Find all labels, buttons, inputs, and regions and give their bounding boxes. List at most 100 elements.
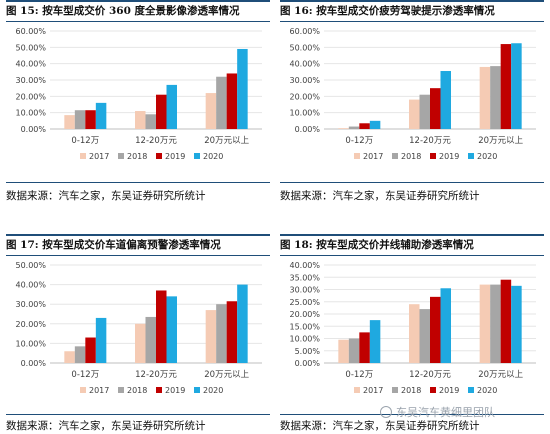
bar-2017-1 — [409, 304, 420, 363]
legend-swatch — [194, 387, 200, 393]
bar-2020-0 — [95, 102, 107, 129]
legend-label: 2018 — [401, 152, 421, 161]
bar-2018-1 — [145, 316, 156, 363]
chart-fig16: 0.00% 10.00% 20.00% 30.00% 40.00% 50.00% 60.00… — [280, 25, 544, 175]
bar-2019-0 — [85, 337, 96, 363]
legend-label: 2020 — [477, 152, 497, 161]
panel-fig17: 图 17: 按车型成交价车道偏离预警渗透率情况 0.00% 10.00% 20.00… — [6, 234, 270, 434]
bar-2018-1 — [145, 114, 156, 129]
legend-label: 2020 — [203, 152, 223, 161]
chart-fig18: 0.00% 5.00% 10.00% 15.00% 20.00% 25.00% 30.00%… — [280, 259, 544, 409]
bar-2018-0 — [74, 110, 86, 129]
legend-swatch — [354, 153, 360, 159]
chart-fig17: 0.00% 10.00% 20.00% 30.00% 40.00% 50.00% 0-12万… — [6, 259, 270, 409]
y-tick-label: 40.00% — [15, 60, 46, 69]
x-tick-label: 12-20万元 — [135, 370, 177, 380]
bar-2019-0 — [359, 332, 370, 363]
x-tick-label: 0-12万 — [71, 370, 99, 380]
legend-swatch — [194, 153, 200, 159]
wechat-icon — [380, 406, 392, 418]
chart-svg: 0.00% 10.00% 20.00% 30.00% 40.00% 50.00% 60.00… — [15, 27, 262, 161]
legend-swatch — [430, 387, 436, 393]
bar-2017-0 — [64, 351, 75, 363]
legend-label: 2019 — [165, 386, 185, 395]
bar-2017-2 — [479, 66, 491, 129]
bar-2019-1 — [156, 290, 167, 363]
bar-2017-2 — [205, 310, 217, 363]
bar-2017-2 — [205, 93, 217, 129]
y-tick-label: 30.00% — [15, 300, 46, 309]
y-tick-label: 20.00% — [289, 310, 320, 319]
y-tick-label: 0.00% — [21, 359, 47, 368]
y-tick-label: 0.00% — [295, 359, 321, 368]
legend-label: 2019 — [439, 152, 459, 161]
figure-title: 图 18: 按车型成交价并线辅助渗透率情况 — [280, 234, 544, 256]
y-tick-label: 35.00% — [289, 273, 320, 282]
legend-swatch — [80, 387, 86, 393]
legend-label: 2018 — [127, 152, 147, 161]
legend-swatch — [80, 153, 86, 159]
divider — [6, 182, 270, 183]
legend-swatch — [118, 153, 124, 159]
data-source: 数据来源：汽车之家，东吴证券研究所统计 — [6, 420, 206, 432]
legend-swatch — [118, 387, 124, 393]
bar-2019-1 — [430, 296, 441, 363]
bar-2020-2 — [237, 48, 248, 129]
y-tick-label: 30.00% — [289, 286, 320, 295]
figure-title: 图 16: 按车型成交价疲劳驾驶提示渗透率情况 — [280, 0, 544, 22]
legend-swatch — [468, 387, 474, 393]
bar-2020-1 — [166, 296, 177, 363]
bar-2020-1 — [166, 84, 177, 129]
bar-2019-0 — [359, 123, 370, 129]
y-tick-label: 25.00% — [289, 298, 320, 307]
legend-label: 2018 — [401, 386, 421, 395]
bar-2019-1 — [156, 94, 167, 129]
bar-2019-2 — [226, 73, 238, 129]
bar-2018-0 — [348, 126, 360, 129]
watermark-text: 东吴汽车黄细里团队 — [396, 406, 495, 419]
y-tick-label: 5.00% — [295, 347, 321, 356]
figure-title: 图 15: 按车型成交价 360 度全景影像渗透率情况 — [6, 0, 270, 22]
legend-label: 2020 — [477, 386, 497, 395]
y-tick-label: 0.00% — [21, 125, 47, 134]
x-tick-label: 20万元以上 — [478, 370, 523, 380]
x-tick-label: 20万元以上 — [204, 136, 249, 146]
divider — [6, 414, 270, 415]
y-tick-label: 10.00% — [15, 339, 46, 348]
legend-label: 2017 — [89, 152, 109, 161]
y-tick-label: 20.00% — [289, 92, 320, 101]
x-tick-label: 12-20万元 — [135, 136, 177, 146]
bar-2020-1 — [440, 288, 451, 363]
bar-2018-2 — [216, 304, 227, 363]
y-tick-label: 50.00% — [289, 43, 320, 52]
legend-label: 2019 — [439, 386, 459, 395]
legend-swatch — [354, 387, 360, 393]
bar-2017-2 — [479, 284, 491, 363]
figure-title: 图 17: 按车型成交价车道偏离预警渗透率情况 — [6, 234, 270, 256]
chart-fig15: 0.00% 10.00% 20.00% 30.00% 40.00% 50.00% 60.00… — [6, 25, 270, 175]
bar-2018-2 — [216, 76, 227, 129]
x-tick-label: 20万元以上 — [204, 370, 249, 380]
bar-2020-0 — [369, 120, 381, 129]
x-tick-label: 12-20万元 — [409, 370, 451, 380]
bar-2020-1 — [440, 71, 451, 129]
legend-swatch — [156, 387, 162, 393]
bar-2020-0 — [95, 317, 107, 363]
bar-2018-0 — [348, 338, 360, 363]
chart-svg: 0.00% 5.00% 10.00% 15.00% 20.00% 25.00% 30.00%… — [289, 261, 536, 395]
y-tick-label: 10.00% — [15, 109, 46, 118]
bar-2018-1 — [419, 309, 430, 363]
legend-swatch — [468, 153, 474, 159]
legend-label: 2017 — [363, 152, 383, 161]
panel-fig15: 图 15: 按车型成交价 360 度全景影像渗透率情况 0.00% 10.00% 2… — [6, 0, 270, 214]
bar-2018-2 — [490, 284, 501, 363]
legend-swatch — [392, 153, 398, 159]
legend-label: 2020 — [203, 386, 223, 395]
x-tick-label: 20万元以上 — [478, 136, 523, 146]
bar-2017-1 — [409, 99, 420, 129]
legend-label: 2017 — [363, 386, 383, 395]
y-tick-label: 15.00% — [289, 322, 320, 331]
legend-label: 2017 — [89, 386, 109, 395]
data-source: 数据来源：汽车之家，东吴证券研究所统计 — [280, 190, 480, 202]
y-tick-label: 20.00% — [15, 320, 46, 329]
